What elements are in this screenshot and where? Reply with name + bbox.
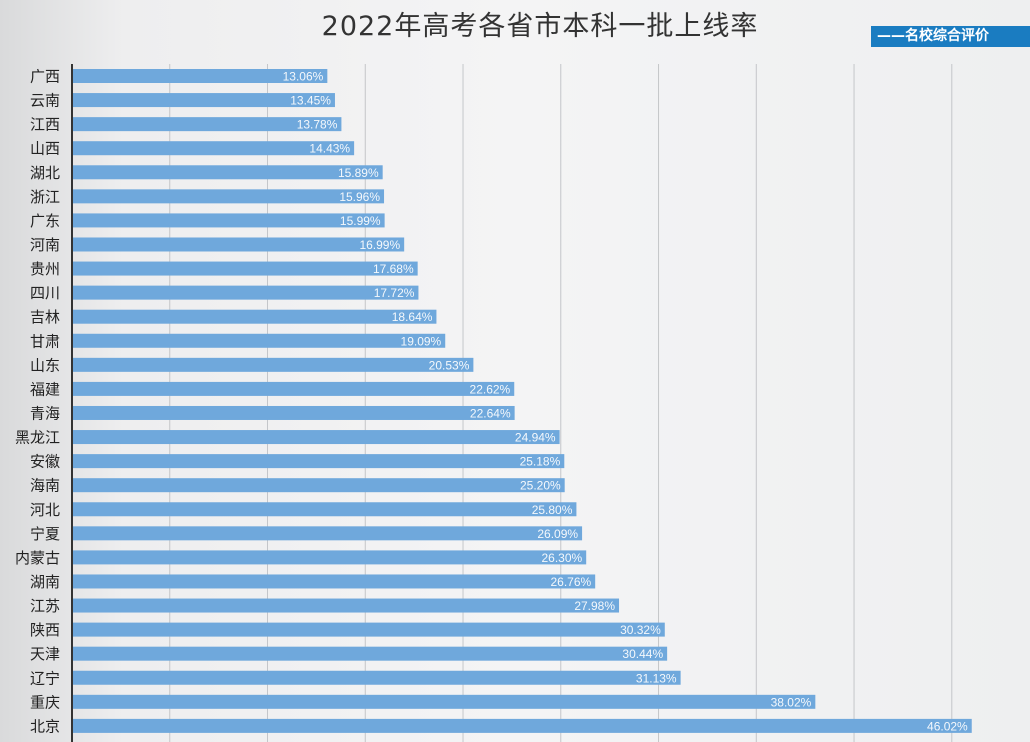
category-label: 陕西: [30, 621, 60, 639]
data-label: 24.94%: [515, 431, 556, 445]
category-label: 山西: [30, 140, 60, 158]
data-label: 38.02%: [771, 695, 812, 709]
data-label: 25.20%: [520, 479, 561, 493]
bar: [72, 381, 515, 396]
category-label: 浙江: [30, 188, 60, 206]
bar: [72, 333, 446, 348]
data-label: 27.98%: [574, 599, 615, 613]
bar: [72, 694, 816, 709]
bar: [72, 478, 565, 493]
category-label: 海南: [30, 477, 60, 495]
data-label: 46.02%: [927, 719, 968, 733]
bar: [72, 237, 405, 252]
data-label: 26.76%: [550, 575, 591, 589]
data-label: 25.80%: [532, 503, 573, 517]
data-label: 18.64%: [392, 310, 433, 324]
bar: [72, 574, 596, 589]
data-label: 22.64%: [470, 406, 511, 420]
data-label: 20.53%: [429, 358, 470, 372]
bar: [72, 622, 665, 637]
bar: [72, 261, 418, 276]
bar: [72, 285, 419, 300]
category-label: 吉林: [30, 308, 60, 326]
data-label: 30.32%: [620, 623, 661, 637]
category-label: 内蒙古: [15, 549, 60, 567]
category-label: 青海: [30, 404, 60, 422]
bar: [72, 502, 577, 517]
bar: [72, 117, 342, 132]
category-label: 福建: [30, 380, 60, 398]
data-label: 26.30%: [541, 551, 582, 565]
bar: [72, 213, 385, 228]
category-label: 广西: [30, 68, 60, 86]
bar: [72, 405, 515, 420]
bar: [72, 454, 565, 469]
data-label: 14.43%: [309, 142, 350, 156]
category-label: 安徽: [30, 453, 60, 471]
bar: [72, 598, 620, 613]
category-label: 河南: [30, 236, 60, 254]
category-label: 山东: [30, 356, 60, 374]
category-label: 河北: [30, 501, 60, 519]
category-label: 宁夏: [30, 525, 60, 543]
bar: [72, 189, 385, 204]
data-label: 25.18%: [520, 455, 561, 469]
data-label: 31.13%: [636, 671, 677, 685]
category-label: 黑龙江: [15, 429, 60, 447]
bar: [72, 309, 437, 324]
category-label: 甘肃: [30, 332, 60, 350]
bar: [72, 93, 335, 108]
data-label: 15.89%: [338, 166, 379, 180]
data-label: 13.45%: [290, 94, 331, 108]
data-label: 17.72%: [374, 286, 415, 300]
bar: [72, 550, 587, 565]
data-label: 15.99%: [340, 214, 381, 228]
category-label: 天津: [30, 645, 60, 663]
data-label: 16.99%: [359, 238, 400, 252]
category-label: 江苏: [30, 597, 60, 615]
data-label: 13.06%: [283, 70, 324, 84]
data-label: 15.96%: [339, 190, 380, 204]
bar: [72, 718, 972, 733]
category-label: 广东: [30, 212, 60, 230]
data-label: 19.09%: [401, 334, 442, 348]
source-banner: ——名校综合评价: [871, 26, 1030, 47]
bar: [72, 69, 328, 83]
bar: [72, 141, 355, 156]
category-label: 辽宁: [30, 669, 60, 687]
data-label: 22.62%: [470, 382, 511, 396]
category-label: 北京: [30, 717, 60, 735]
bar: [72, 646, 668, 661]
chart-title: 2022年高考各省市本科一批上线率: [321, 11, 759, 42]
data-label: 13.78%: [297, 118, 338, 132]
bar: [72, 526, 583, 541]
category-label: 云南: [30, 92, 60, 110]
category-label: 贵州: [30, 260, 60, 278]
data-label: 17.68%: [373, 262, 414, 276]
data-label: 30.44%: [622, 647, 663, 661]
category-label: 湖南: [30, 573, 60, 591]
bar: [72, 430, 560, 445]
category-label: 重庆: [30, 693, 60, 711]
category-label: 四川: [30, 284, 60, 302]
data-label: 26.09%: [537, 527, 578, 541]
category-label: 湖北: [30, 164, 60, 182]
bar: [72, 670, 681, 685]
bar: [72, 357, 474, 372]
bar: [72, 165, 383, 180]
category-label: 江西: [30, 116, 60, 134]
